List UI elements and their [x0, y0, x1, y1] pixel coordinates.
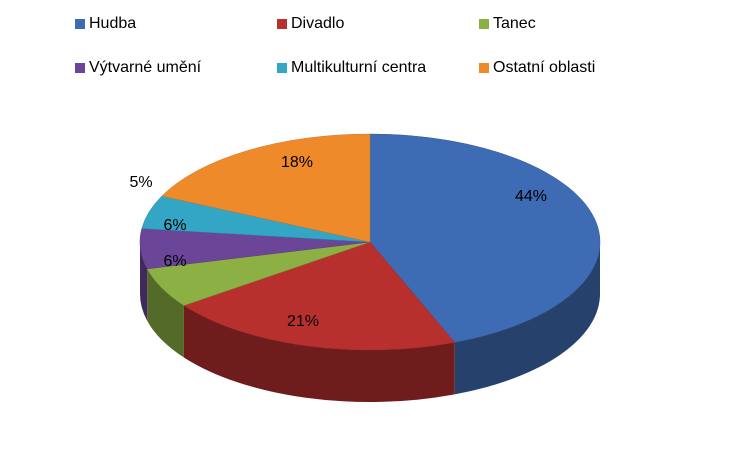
- pie-slice-side: [140, 242, 148, 321]
- data-label: 6%: [163, 253, 186, 270]
- legend-label: Tanec: [493, 15, 536, 32]
- pie-slice: [161, 133, 371, 243]
- data-label: 21%: [287, 313, 319, 330]
- legend-label: Hudba: [89, 15, 136, 32]
- legend-swatch: [479, 63, 489, 73]
- legend-swatch: [479, 19, 489, 29]
- data-label: 18%: [281, 154, 313, 171]
- legend-label: Ostatní oblasti: [493, 59, 595, 76]
- data-label: 6%: [163, 217, 186, 234]
- legend-label: Výtvarné umění: [89, 59, 202, 76]
- pie-slice: [369, 133, 601, 343]
- legend-swatch: [75, 19, 85, 29]
- pie-slice: [183, 241, 456, 351]
- pie-slice-side: [147, 268, 184, 358]
- legend-label: Multikulturní centra: [291, 59, 426, 76]
- pie-slice-side: [183, 305, 455, 402]
- legend-swatch: [75, 63, 85, 73]
- legend-label: Divadlo: [291, 15, 344, 32]
- legend-swatch: [277, 63, 287, 73]
- data-label: 5%: [129, 174, 152, 191]
- data-label: 44%: [515, 188, 547, 205]
- legend-swatch: [277, 19, 287, 29]
- pie-slice-side: [454, 242, 600, 395]
